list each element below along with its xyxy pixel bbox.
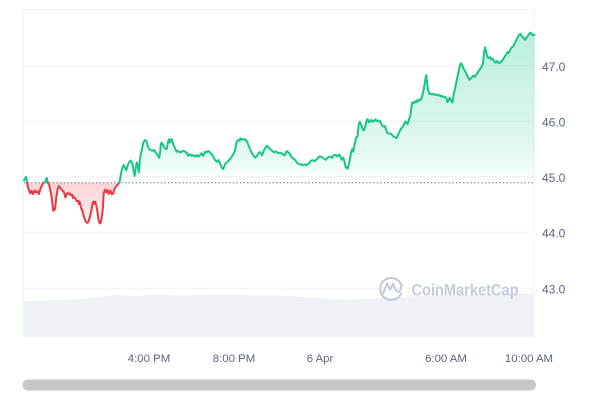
svg-text:44.0: 44.0 xyxy=(542,226,566,240)
svg-text:46.0: 46.0 xyxy=(542,115,566,129)
svg-text:10:00 AM: 10:00 AM xyxy=(505,353,553,365)
svg-text:6:00 AM: 6:00 AM xyxy=(425,353,467,365)
svg-text:6 Apr: 6 Apr xyxy=(307,353,334,365)
svg-text:8:00 PM: 8:00 PM xyxy=(213,353,255,365)
svg-text:CoinMarketCap: CoinMarketCap xyxy=(412,282,519,300)
svg-text:47.0: 47.0 xyxy=(542,60,566,74)
svg-text:45.0: 45.0 xyxy=(542,171,566,185)
svg-text:43.0: 43.0 xyxy=(542,283,566,297)
svg-text:4:00 PM: 4:00 PM xyxy=(128,353,170,365)
